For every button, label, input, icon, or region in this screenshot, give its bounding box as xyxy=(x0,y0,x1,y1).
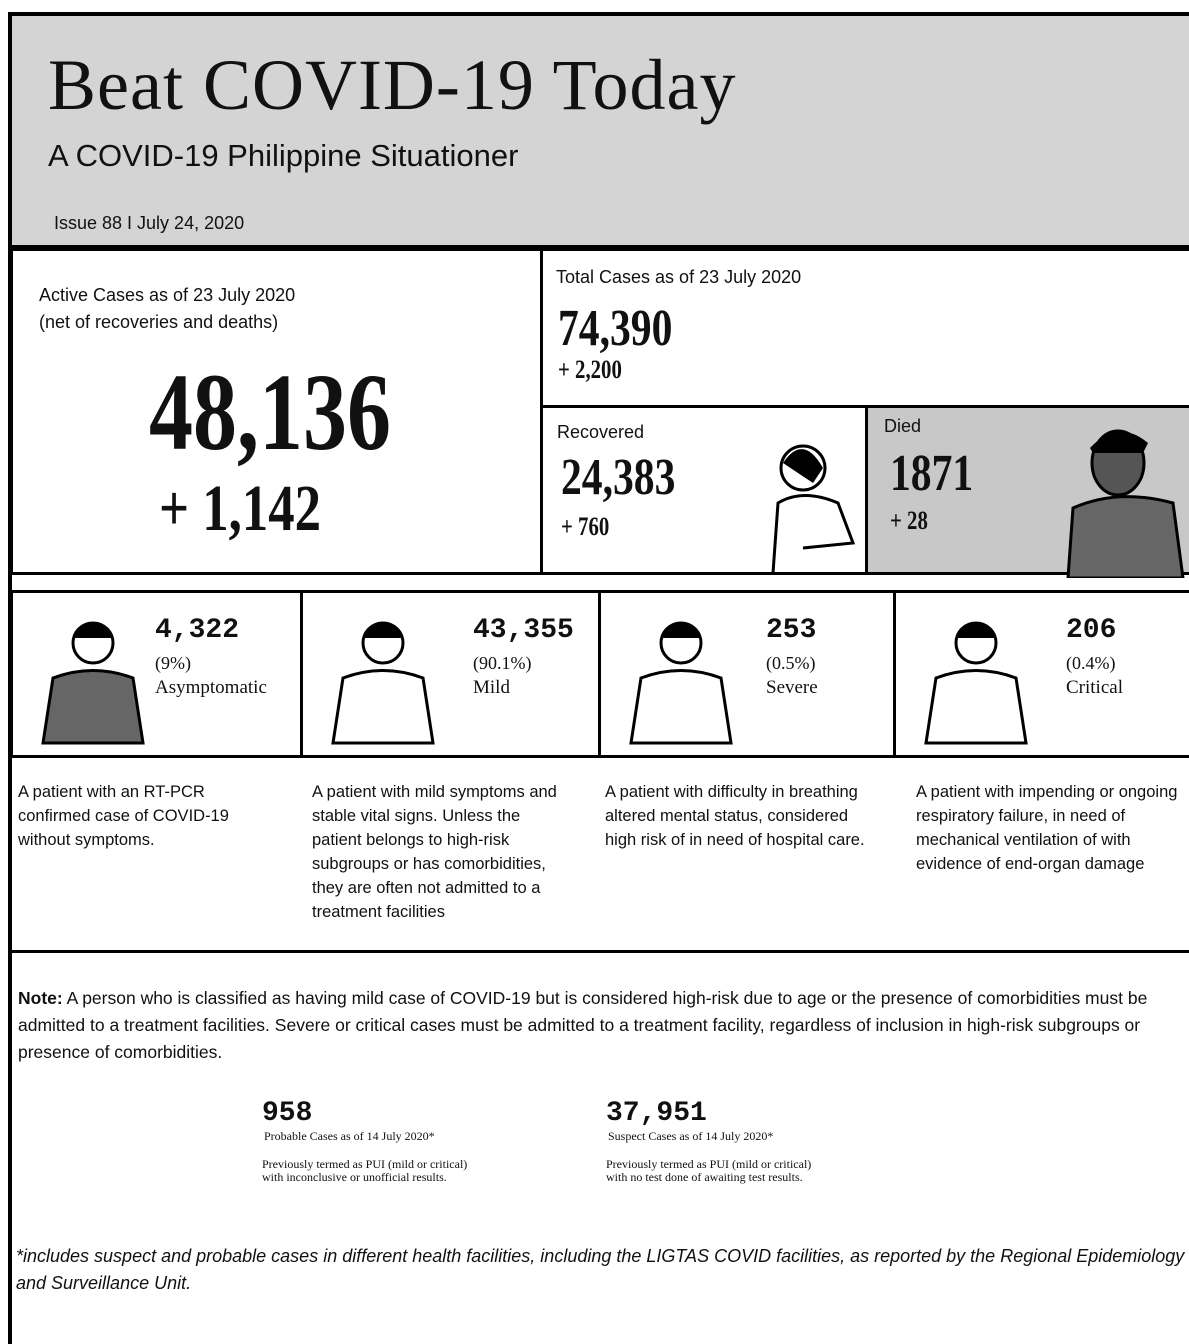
severity-description: A patient with mild symptoms and stable … xyxy=(312,780,574,924)
total-box: Total Cases as of 23 July 2020 74,390 + … xyxy=(540,248,1189,408)
severity-card: 253 (0.5%) Severe xyxy=(598,590,896,758)
title: Beat COVID-19 Today xyxy=(48,44,737,127)
probable-label: Probable Cases as of 14 July 2020* xyxy=(264,1129,482,1144)
recovered-value: 24,383 xyxy=(561,448,675,507)
footnote: *includes suspect and probable cases in … xyxy=(16,1243,1186,1297)
severity-percent: (90.1%) xyxy=(473,653,531,674)
suspect-value: 37,951 xyxy=(606,1098,846,1129)
recovered-box: Recovered 24,383 + 760 xyxy=(540,405,868,575)
severity-label: Critical xyxy=(1066,677,1123,699)
probable-value: 958 xyxy=(262,1098,482,1129)
recovered-label: Recovered xyxy=(557,422,644,443)
suspect: 37,951 Suspect Cases as of 14 July 2020*… xyxy=(606,1098,846,1184)
note-text: A person who is classified as having mil… xyxy=(18,988,1147,1062)
recovered-illustration xyxy=(743,423,863,573)
severity-value: 43,355 xyxy=(473,615,574,646)
severity-label: Asymptomatic xyxy=(155,677,267,699)
active-box: Active Cases as of 23 July 2020 (net of … xyxy=(10,248,543,575)
total-label: Total Cases as of 23 July 2020 xyxy=(556,267,801,288)
active-change: + 1,142 xyxy=(159,471,321,547)
died-box: Died 1871 + 28 xyxy=(865,405,1189,575)
patient-illustration xyxy=(616,603,746,753)
patient-illustration xyxy=(318,603,448,753)
severity-value: 253 xyxy=(766,615,816,646)
patient-illustration xyxy=(28,603,158,753)
severity-label: Mild xyxy=(473,677,510,699)
suspect-label: Suspect Cases as of 14 July 2020* xyxy=(608,1129,846,1144)
note-lead: Note: xyxy=(18,988,63,1008)
probable: 958 Probable Cases as of 14 July 2020* P… xyxy=(262,1098,482,1184)
active-sublabel: (net of recoveries and deaths) xyxy=(39,312,278,333)
suspect-description: Previously termed as PUI (mild or critic… xyxy=(606,1158,816,1184)
died-illustration xyxy=(1058,418,1189,578)
died-change: + 28 xyxy=(890,506,928,536)
severity-card: 206 (0.4%) Critical xyxy=(893,590,1189,758)
severity-description: A patient with impending or ongoing resp… xyxy=(916,780,1188,876)
page: Beat COVID-19 Today A COVID-19 Philippin… xyxy=(0,0,1189,1344)
subtitle: A COVID-19 Philippine Situationer xyxy=(48,138,518,174)
total-change: + 2,200 xyxy=(558,355,622,385)
recovered-change: + 760 xyxy=(561,512,609,542)
probable-description: Previously termed as PUI (mild or critic… xyxy=(262,1158,472,1184)
issue: Issue 88 I July 24, 2020 xyxy=(54,213,244,234)
severity-percent: (0.5%) xyxy=(766,653,815,674)
died-value: 1871 xyxy=(890,444,973,503)
severity-label: Severe xyxy=(766,677,818,699)
severity-percent: (0.4%) xyxy=(1066,653,1115,674)
total-value: 74,390 xyxy=(558,299,672,358)
severity-value: 4,322 xyxy=(155,615,239,646)
severity-percent: (9%) xyxy=(155,653,191,674)
active-value: 48,136 xyxy=(149,349,391,476)
divider xyxy=(10,950,1189,953)
died-label: Died xyxy=(884,416,921,437)
severity-card: 4,322 (9%) Asymptomatic xyxy=(10,590,303,758)
severity-description: A patient with an RT-PCR confirmed case … xyxy=(18,780,280,852)
severity-value: 206 xyxy=(1066,615,1116,646)
severity-card: 43,355 (90.1%) Mild xyxy=(300,590,601,758)
header: Beat COVID-19 Today A COVID-19 Philippin… xyxy=(12,16,1189,249)
active-label: Active Cases as of 23 July 2020 xyxy=(39,285,295,306)
patient-illustration xyxy=(911,603,1041,753)
severity-description: A patient with difficulty in breathing a… xyxy=(605,780,867,852)
note: Note: A person who is classified as havi… xyxy=(18,985,1168,1066)
